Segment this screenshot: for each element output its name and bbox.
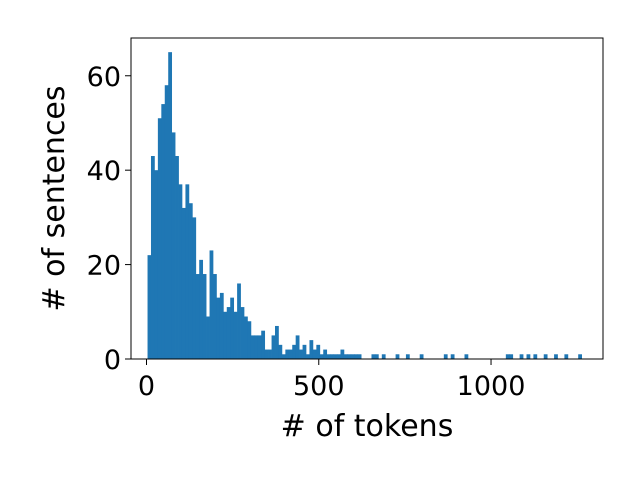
histogram-bar	[237, 283, 241, 359]
histogram-bar	[250, 335, 255, 359]
histogram-bar	[292, 344, 297, 359]
histogram-bar	[147, 255, 152, 359]
histogram-bar	[271, 335, 276, 359]
histogram-bar	[240, 307, 245, 359]
histogram-bar	[319, 354, 324, 359]
histogram-bar	[419, 354, 424, 359]
histogram-bar	[199, 259, 204, 359]
histogram-bar	[464, 354, 469, 359]
histogram-bars	[147, 52, 582, 360]
histogram-bar	[230, 297, 235, 359]
histogram-bar	[326, 354, 331, 359]
histogram-bar	[309, 340, 314, 359]
histogram-bar	[247, 321, 252, 359]
histogram-bar	[223, 311, 228, 359]
y-tick-label: 60	[87, 62, 121, 93]
histogram-bar	[340, 349, 345, 359]
histogram-bar	[164, 85, 169, 360]
histogram-bar	[188, 203, 193, 359]
histogram-bar	[178, 184, 183, 359]
histogram-bar	[254, 335, 259, 359]
y-tick-label: 0	[104, 345, 121, 376]
histogram-bar	[299, 349, 303, 359]
histogram-bar	[509, 354, 514, 359]
histogram-bar	[543, 354, 548, 359]
histogram-bar	[181, 207, 186, 359]
histogram-bar	[161, 104, 166, 359]
histogram-bar	[323, 349, 328, 359]
histogram-bar	[257, 335, 262, 359]
histogram-bar	[395, 354, 400, 359]
histogram-bar	[526, 354, 531, 359]
histogram-bar	[168, 52, 173, 359]
x-tick-label: 500	[293, 371, 345, 402]
histogram-bar	[505, 354, 510, 359]
histogram-bar	[343, 354, 348, 359]
histogram-bar	[209, 250, 214, 359]
histogram-bar	[405, 354, 410, 359]
histogram-bar	[206, 316, 210, 359]
histogram-bar	[285, 349, 290, 359]
y-axis-label: # of sentences	[37, 85, 72, 311]
histogram-bar	[202, 274, 207, 359]
x-axis-label: # of tokens	[281, 409, 454, 444]
histogram-bar	[578, 354, 582, 359]
histogram-bar	[157, 118, 162, 359]
plot-frame	[130, 37, 604, 360]
histogram-bar	[150, 156, 155, 359]
histogram-bar	[533, 354, 538, 359]
histogram-bar	[185, 184, 190, 359]
histogram-bar	[216, 297, 221, 359]
histogram-bar	[278, 344, 283, 359]
histogram-bar	[374, 354, 379, 359]
histogram-bar	[268, 349, 272, 359]
histogram-bar	[347, 354, 352, 359]
y-tick-label: 40	[87, 156, 121, 187]
histogram-bar	[171, 132, 176, 359]
histogram-bar	[264, 349, 269, 359]
histogram-bar	[357, 354, 362, 359]
histogram-bar	[443, 354, 448, 359]
histogram-bar	[154, 170, 159, 359]
histogram-bar	[564, 354, 569, 359]
histogram-bar	[275, 325, 279, 359]
histogram-bar	[244, 316, 248, 359]
histogram-bar	[519, 354, 524, 359]
histogram-bar	[192, 217, 197, 359]
histogram-bar	[306, 354, 310, 359]
histogram-bar	[281, 354, 286, 359]
y-tick-label: 20	[87, 251, 121, 282]
histogram-bar	[302, 344, 307, 359]
histogram-bar	[261, 330, 266, 359]
histogram-bar	[381, 354, 386, 359]
x-tick-label: 1000	[457, 371, 526, 402]
histogram-bar	[333, 354, 338, 359]
x-tick-label: 0	[138, 371, 155, 402]
histogram-bar	[354, 354, 359, 359]
histogram-bar	[337, 354, 341, 359]
histogram-bar	[195, 274, 200, 359]
x-axis-ticks: 0 500 1000	[138, 359, 525, 402]
histogram-bar	[213, 274, 217, 359]
histogram-bar	[312, 349, 317, 359]
histogram-bar	[450, 354, 455, 359]
histogram-bar	[330, 354, 334, 359]
histogram-bar	[288, 349, 293, 359]
histogram-bar	[219, 292, 224, 359]
histogram-bar	[233, 311, 238, 359]
y-axis-ticks: 0 20 40 60	[87, 62, 131, 376]
histogram-bar	[371, 354, 376, 359]
histogram-bar	[175, 156, 179, 359]
histogram-bar	[226, 307, 231, 359]
histogram-bar	[316, 344, 321, 359]
histogram-bar	[295, 335, 300, 359]
histogram-bar	[350, 354, 355, 359]
histogram-bar	[554, 354, 558, 359]
